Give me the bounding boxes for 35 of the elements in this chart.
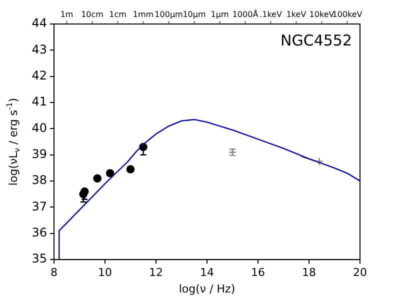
x-tick-label: 14 — [200, 266, 214, 280]
y-tick-label: 40 — [32, 120, 47, 135]
text: 1000Å — [232, 9, 259, 20]
y-tick-label: 36 — [32, 226, 47, 240]
text: 100keV — [332, 10, 363, 20]
y-tick-label: 37 — [32, 199, 47, 214]
point — [106, 169, 114, 178]
text: .1keV — [260, 10, 282, 20]
text: 1μm — [210, 10, 229, 20]
text: 1m — [60, 10, 74, 20]
x-tick-label: 20 — [353, 266, 367, 280]
text: 100μm — [154, 10, 184, 20]
text: 1cm — [109, 10, 127, 20]
y-tick-label: 43 — [32, 42, 47, 56]
y-tick-label: 39 — [32, 147, 47, 162]
y-tick-label: 35 — [32, 252, 47, 266]
x-tick-label: 18 — [302, 266, 316, 280]
text: 10cm — [81, 10, 104, 20]
y-tick-label: 44 — [32, 16, 47, 30]
x-tick-label: 12 — [149, 266, 163, 280]
annotation: NGC4552 — [280, 31, 352, 50]
y-tick-label: 42 — [32, 68, 47, 82]
y-tick-label: 38 — [32, 173, 47, 188]
text: 1mm — [132, 10, 154, 20]
point — [93, 174, 102, 183]
x-tick-label: 16 — [251, 266, 265, 280]
text: 1keV — [286, 10, 307, 20]
text: 10keV — [309, 10, 335, 20]
x-tick-label: 8 — [50, 266, 58, 280]
x-tick-label: 10 — [98, 266, 112, 280]
text: 10μm — [182, 10, 206, 20]
point — [126, 165, 135, 174]
point — [315, 157, 324, 166]
x-axis-title: log(ν / Hz) — [178, 282, 236, 296]
y-tick-label: 41 — [32, 94, 47, 109]
